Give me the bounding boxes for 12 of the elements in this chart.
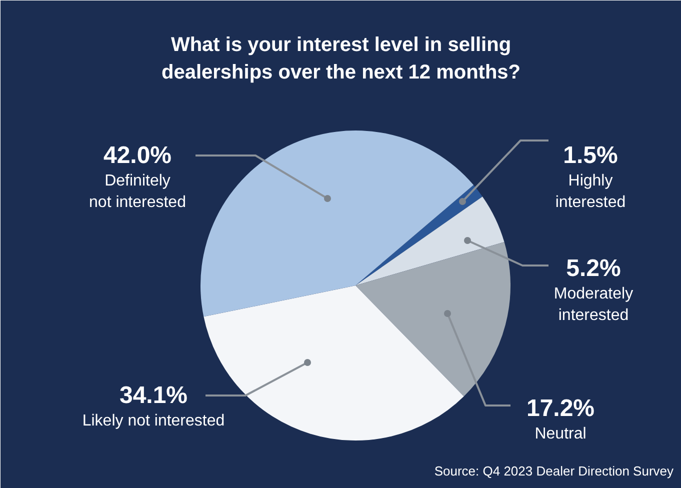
slice-label: Definitely not interested bbox=[89, 172, 186, 211]
data-label: 42.0% bbox=[103, 142, 172, 169]
data-label: 34.1% bbox=[119, 382, 188, 409]
chart-title: What is your interest level in selling dealerships over the next 12 months? bbox=[162, 34, 521, 84]
data-label: 17.2% bbox=[526, 395, 595, 422]
data-label: 1.5% bbox=[563, 142, 618, 169]
slice-label: Neutral bbox=[534, 426, 586, 442]
slice-label: Likely not interested bbox=[82, 412, 225, 430]
slice-label: Highly interested bbox=[555, 172, 626, 211]
slice-label: Moderately interested bbox=[554, 286, 634, 324]
source-note: Source: Q4 2023 Dealer Direction Survey bbox=[434, 464, 674, 478]
data-label: 5.2% bbox=[566, 255, 621, 282]
